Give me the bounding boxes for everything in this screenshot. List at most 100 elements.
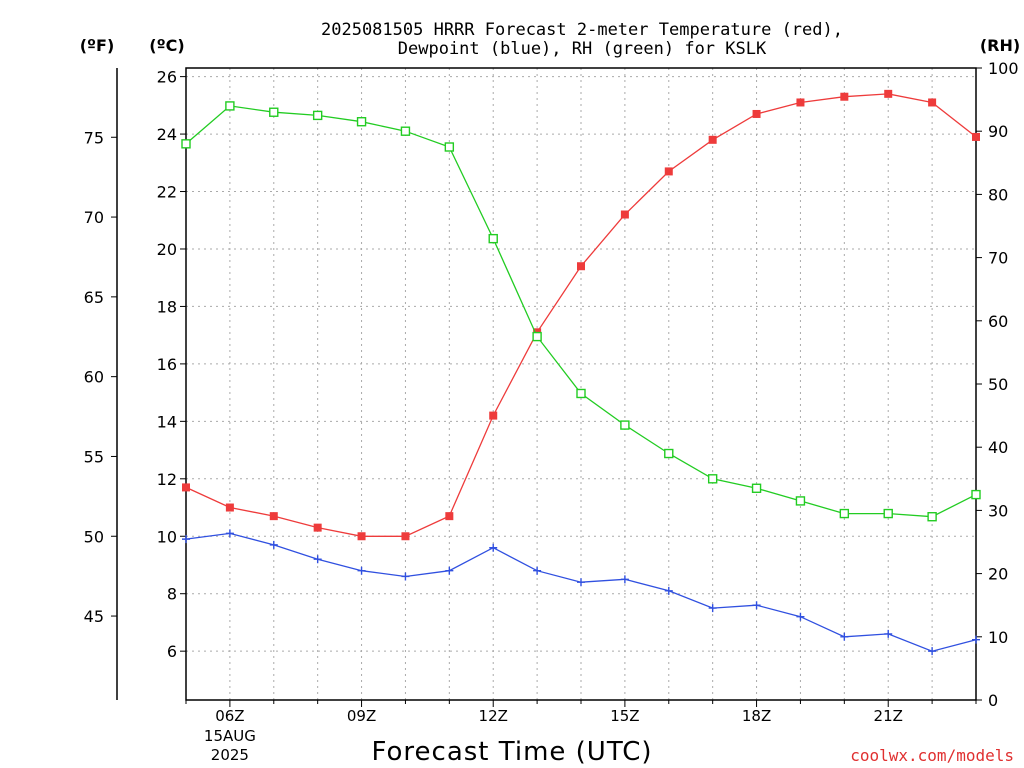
dewpoint-point: [928, 647, 937, 656]
celsius-tick-label: 8: [167, 585, 177, 604]
rh-point: [839, 508, 850, 519]
x-tick-sublabel-year: 2025: [211, 746, 249, 764]
fahrenheit-unit-label: (ºF): [80, 36, 115, 55]
temperature-point: [708, 135, 717, 144]
data-series: [181, 89, 981, 656]
dewpoint-point: [182, 535, 190, 544]
x-axis-label: Forecast Time (UTC): [371, 737, 652, 767]
rh-tick-label: 30: [988, 501, 1008, 520]
x-tick-label: 12Z: [479, 707, 508, 725]
dewpoint-point: [620, 575, 629, 584]
rh-point: [400, 126, 411, 136]
celsius-unit-label: (ºC): [149, 36, 184, 55]
dewpoint-point: [489, 543, 498, 552]
dewpoint-point: [401, 572, 410, 581]
rh-tick-label: 10: [988, 628, 1008, 647]
celsius-tick-label: 20: [157, 240, 177, 259]
dewpoint-point: [796, 612, 805, 621]
temperature-point: [269, 512, 278, 521]
temperature-point: [972, 132, 980, 141]
celsius-tick-label: 14: [157, 412, 177, 431]
rh-point: [356, 117, 367, 127]
rh-point: [312, 110, 323, 121]
rh-point: [971, 489, 981, 500]
dewpoint-point: [840, 632, 849, 641]
temperature-point: [489, 411, 498, 420]
rh-tick-label: 60: [988, 312, 1008, 331]
rh-point: [576, 388, 586, 399]
temperature-point: [884, 89, 893, 98]
plot-frame: [185, 67, 977, 701]
rh-point: [488, 233, 498, 244]
fahrenheit-tick-label: 65: [84, 288, 104, 307]
rh-point: [795, 496, 806, 506]
rh-tick-label: 20: [988, 565, 1008, 584]
rh-point: [269, 107, 279, 117]
rh-tick-label: 100: [988, 59, 1019, 78]
rh-tick-label: 0: [988, 691, 998, 710]
x-tick-label: 21Z: [874, 707, 903, 725]
temperature-point: [445, 512, 454, 521]
chart-title-line-1: 2025081505 HRRR Forecast 2-meter Tempera…: [321, 20, 843, 40]
rh-tick-label: 70: [988, 249, 1008, 268]
rh-unit-label: (RH): [980, 36, 1020, 55]
dewpoint-point: [972, 635, 980, 644]
x-tick-label: 15Z: [610, 707, 639, 725]
rh-point: [751, 483, 762, 493]
rh-point: [620, 420, 630, 430]
dewpoint-point: [357, 566, 366, 575]
rh-point: [532, 331, 542, 342]
rh-point: [927, 512, 937, 522]
fahrenheit-tick-label: 50: [84, 527, 104, 546]
temperature-point: [796, 98, 805, 107]
dewpoint-point: [884, 629, 893, 638]
temperature-point: [752, 109, 761, 118]
rh-tick-label: 80: [988, 185, 1008, 204]
rh-point: [181, 139, 191, 149]
rh-series: [181, 101, 981, 522]
temperature-point: [357, 532, 366, 541]
x-tick-label: 09Z: [347, 707, 376, 725]
dewpoint-point: [577, 578, 585, 587]
dewpoint-point: [445, 566, 454, 575]
dewpoint-series: [182, 529, 980, 656]
fahrenheit-tick-label: 55: [84, 447, 104, 466]
celsius-tick-label: 18: [157, 297, 177, 316]
celsius-tick-label: 12: [157, 470, 177, 489]
celsius-tick-label: 6: [167, 642, 177, 661]
fahrenheit-tick-label: 70: [84, 208, 104, 227]
fahrenheit-axis-ticks: 45 50 55 60 65 70 75: [84, 128, 117, 626]
fahrenheit-tick-label: 60: [84, 368, 104, 387]
temperature-point: [620, 210, 629, 219]
rh-tick-label: 50: [988, 375, 1008, 394]
temperature-point: [401, 532, 410, 541]
credit-text: coolwx.com/models: [850, 746, 1014, 765]
temperature-point: [577, 262, 585, 271]
dewpoint-point: [708, 604, 717, 613]
dewpoint-point: [269, 540, 278, 549]
dewpoint-point: [533, 566, 542, 575]
rh-axis-ticks: 0 10 20 30 40 50 60 70 80 90 100: [976, 59, 1019, 710]
temperature-point: [840, 92, 849, 101]
temperature-point: [928, 98, 937, 107]
temperature-point: [664, 167, 673, 176]
temperature-point: [225, 503, 234, 512]
rh-point: [444, 142, 455, 152]
rh-point: [883, 508, 893, 519]
rh-tick-label: 90: [988, 122, 1008, 141]
x-tick-label: 06Z: [215, 707, 244, 725]
dewpoint-point: [313, 555, 322, 564]
temperature-series: [182, 89, 980, 541]
celsius-axis-ticks: 6 8 10 12 14 16 18 20 22 24 26: [157, 68, 186, 661]
dewpoint-point: [664, 586, 673, 595]
dewpoint-point: [752, 601, 761, 610]
rh-tick-label: 40: [988, 438, 1008, 457]
x-tick-label: 18Z: [742, 707, 771, 725]
fahrenheit-tick-label: 75: [84, 128, 104, 147]
rh-point: [225, 101, 235, 111]
celsius-tick-label: 16: [157, 355, 177, 374]
celsius-tick-label: 22: [157, 183, 177, 202]
celsius-tick-label: 24: [157, 125, 177, 144]
